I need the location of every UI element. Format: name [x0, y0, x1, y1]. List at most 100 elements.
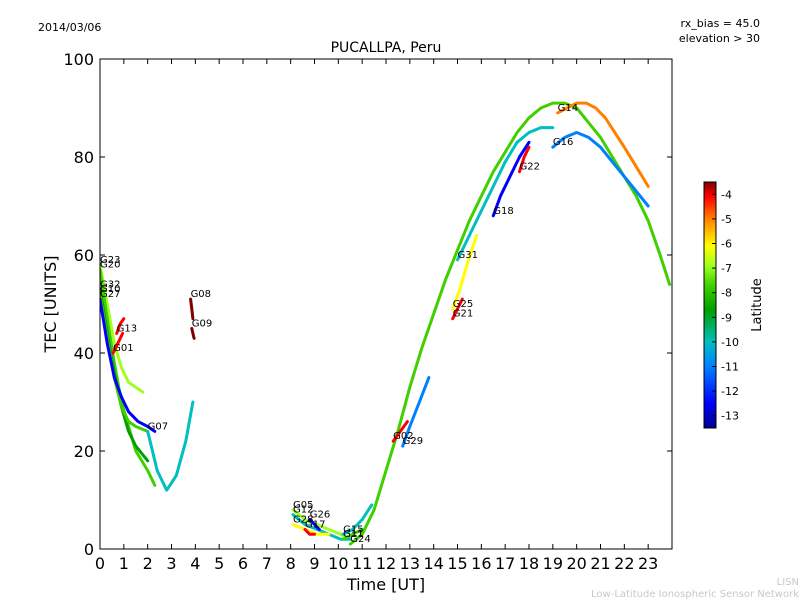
trace-g22 — [518, 145, 531, 174]
y-axis: 0 20 40 60 80 100 — [63, 50, 672, 559]
footer-network-full: Low-Latitude Ionospheric Sensor Network — [591, 589, 799, 600]
colorbar-ticks: -13 -12 -11 -10 -9 -8 -7 -6 -5 -4 — [712, 188, 739, 423]
satellite-label-g08: G08 — [191, 289, 211, 300]
satellite-label-g27: G27 — [100, 289, 120, 300]
satellite-label-g15: G15 — [343, 524, 363, 535]
satellite-label-g17: G17 — [305, 519, 325, 530]
x-tick-label: 21 — [590, 554, 610, 573]
y-tick-label: 100 — [63, 50, 94, 69]
trace-g27 — [100, 297, 157, 433]
colorbar-tick-label: -6 — [721, 238, 732, 251]
trace-g14 — [556, 101, 650, 188]
satellite-label-g20: G20 — [100, 260, 120, 271]
y-tick-label: 60 — [74, 246, 94, 265]
colorbar-label: Latitude — [750, 278, 765, 332]
x-tick-label: 16 — [471, 554, 491, 573]
chart-title: PUCALLPA, Peru — [331, 40, 442, 56]
x-tick-label: 3 — [166, 554, 176, 573]
x-axis: 0 1 2 3 4 5 6 7 8 9 10 11 12 13 14 15 16 17 18 19 20 21 22 23 — [95, 59, 658, 573]
satellite-label-g23: G23 — [100, 255, 120, 266]
elevation-label: elevation > 30 — [679, 32, 760, 45]
satellite-label-g07: G07 — [148, 421, 168, 432]
satellite-label-g24: G24 — [350, 534, 370, 545]
y-axis-label: TEC [UNITS] — [41, 256, 60, 354]
footer-network-short: LISN — [777, 577, 799, 588]
x-tick-label: 0 — [95, 554, 105, 573]
satellite-label-g16: G16 — [553, 137, 573, 148]
satellite-label-g10: G10 — [100, 284, 120, 295]
colorbar-tick-label: -9 — [721, 311, 732, 324]
series-layer — [100, 101, 672, 546]
satellite-label-g02: G02 — [393, 431, 413, 442]
x-tick-label: 7 — [262, 554, 272, 573]
x-tick-label: 4 — [190, 554, 200, 573]
trace-g29 — [401, 376, 431, 448]
y-tick-label: 0 — [84, 540, 94, 559]
y-tick-label: 20 — [74, 442, 94, 461]
colorbar-tick-label: -12 — [721, 385, 739, 398]
trace-g23 — [100, 263, 145, 394]
colorbar-tick-label: -4 — [721, 188, 732, 201]
trace-g15 — [341, 503, 374, 536]
x-tick-label: 18 — [519, 554, 539, 573]
trace-g11 — [341, 527, 364, 541]
satellite-label-g14: G14 — [558, 103, 578, 114]
trace-g18 — [491, 140, 531, 218]
satellite-label-g11: G11 — [343, 529, 363, 540]
colorbar-tick-label: -7 — [721, 262, 732, 275]
satellite-label-g12: G12 — [293, 505, 313, 516]
x-tick-label: 11 — [352, 554, 372, 573]
x-tick-label: 17 — [495, 554, 515, 573]
satellite-label-g13: G13 — [117, 323, 137, 334]
satellite-label-g32: G32 — [100, 279, 120, 290]
satellite-label-g09: G09 — [192, 319, 212, 330]
satellite-label-g26: G26 — [310, 510, 330, 521]
trace-g08 — [189, 297, 195, 321]
x-tick-label: 23 — [638, 554, 658, 573]
x-tick-label: 14 — [423, 554, 443, 573]
trace-g16 — [551, 131, 650, 208]
x-tick-label: 15 — [447, 554, 467, 573]
colorbar-tick-label: -10 — [721, 336, 739, 349]
trace-g28 — [291, 523, 331, 536]
satellite-label-g05: G05 — [293, 500, 313, 511]
trace-g21 — [451, 297, 464, 321]
x-tick-label: 12 — [376, 554, 396, 573]
y-tick-label: 40 — [74, 344, 94, 363]
rx-bias-label: rx_bias = 45.0 — [681, 17, 760, 30]
x-tick-label: 9 — [309, 554, 319, 573]
y-tick-label: 80 — [74, 148, 94, 167]
satellite-label-g31: G31 — [458, 250, 478, 261]
colorbar-tick-label: -5 — [721, 213, 732, 226]
trace-g02 — [391, 420, 409, 443]
x-tick-label: 13 — [400, 554, 420, 573]
satellite-labels: G23G20G32G10G27G13G01G08G09G07G05G12G26G… — [100, 103, 578, 545]
satellite-label-g18: G18 — [493, 206, 513, 217]
x-tick-label: 20 — [566, 554, 586, 573]
trace-g13 — [115, 317, 126, 335]
satellite-label-g22: G22 — [519, 162, 539, 173]
x-axis-label: Time [UT] — [346, 575, 425, 594]
x-tick-label: 1 — [119, 554, 129, 573]
x-tick-label: 22 — [614, 554, 634, 573]
trace-g26 — [308, 518, 321, 531]
trace-g25 — [451, 233, 479, 311]
satellite-label-g21: G21 — [453, 309, 473, 320]
colorbar-tick-label: -11 — [721, 361, 739, 374]
x-tick-label: 10 — [328, 554, 348, 573]
x-tick-label: 8 — [286, 554, 296, 573]
satellite-label-g28: G28 — [293, 515, 313, 526]
date-label: 2014/03/06 — [38, 21, 101, 34]
x-tick-label: 6 — [238, 554, 248, 573]
x-tick-label: 5 — [214, 554, 224, 573]
trace-g17 — [303, 527, 316, 536]
trace-g31 — [456, 126, 555, 262]
colorbar-tick-label: -13 — [721, 410, 739, 423]
trace-g07 — [146, 400, 195, 492]
satellite-label-g29: G29 — [403, 436, 423, 447]
x-tick-label: 19 — [543, 554, 563, 573]
satellite-label-g25: G25 — [453, 299, 473, 310]
satellite-label-g01: G01 — [113, 343, 133, 354]
trace-g24 — [348, 101, 672, 546]
